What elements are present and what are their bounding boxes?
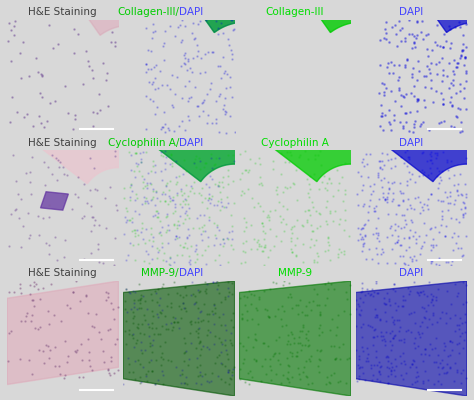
Text: Collagen-III/: Collagen-III/: [117, 7, 179, 17]
Polygon shape: [311, 0, 445, 61]
Text: H&E Staining: H&E Staining: [28, 268, 97, 278]
Polygon shape: [43, 110, 213, 204]
Text: MMP-9: MMP-9: [278, 268, 312, 278]
Polygon shape: [239, 281, 351, 396]
Polygon shape: [81, 0, 210, 62]
Polygon shape: [81, 0, 210, 62]
Polygon shape: [7, 281, 118, 384]
Text: Cyclophilin A: Cyclophilin A: [261, 138, 329, 148]
Polygon shape: [272, 107, 448, 204]
Polygon shape: [195, 0, 329, 61]
Polygon shape: [40, 192, 68, 210]
Polygon shape: [156, 107, 332, 204]
Text: MMP-9/: MMP-9/: [141, 268, 179, 278]
Polygon shape: [356, 281, 467, 396]
Polygon shape: [123, 281, 235, 396]
Text: H&E Staining: H&E Staining: [28, 7, 97, 17]
Polygon shape: [195, 0, 329, 61]
Polygon shape: [427, 0, 474, 61]
Text: Collagen-III: Collagen-III: [266, 7, 324, 17]
Polygon shape: [388, 107, 474, 204]
Text: DAPI: DAPI: [179, 268, 203, 278]
Text: DAPI: DAPI: [399, 268, 423, 278]
Text: DAPI: DAPI: [399, 7, 423, 17]
Text: DAPI: DAPI: [179, 7, 203, 17]
Text: H&E Staining: H&E Staining: [28, 138, 97, 148]
Text: DAPI: DAPI: [179, 138, 203, 148]
Polygon shape: [7, 281, 118, 384]
Polygon shape: [156, 107, 332, 204]
Text: Cyclophilin A/: Cyclophilin A/: [108, 138, 179, 148]
Text: DAPI: DAPI: [399, 138, 423, 148]
